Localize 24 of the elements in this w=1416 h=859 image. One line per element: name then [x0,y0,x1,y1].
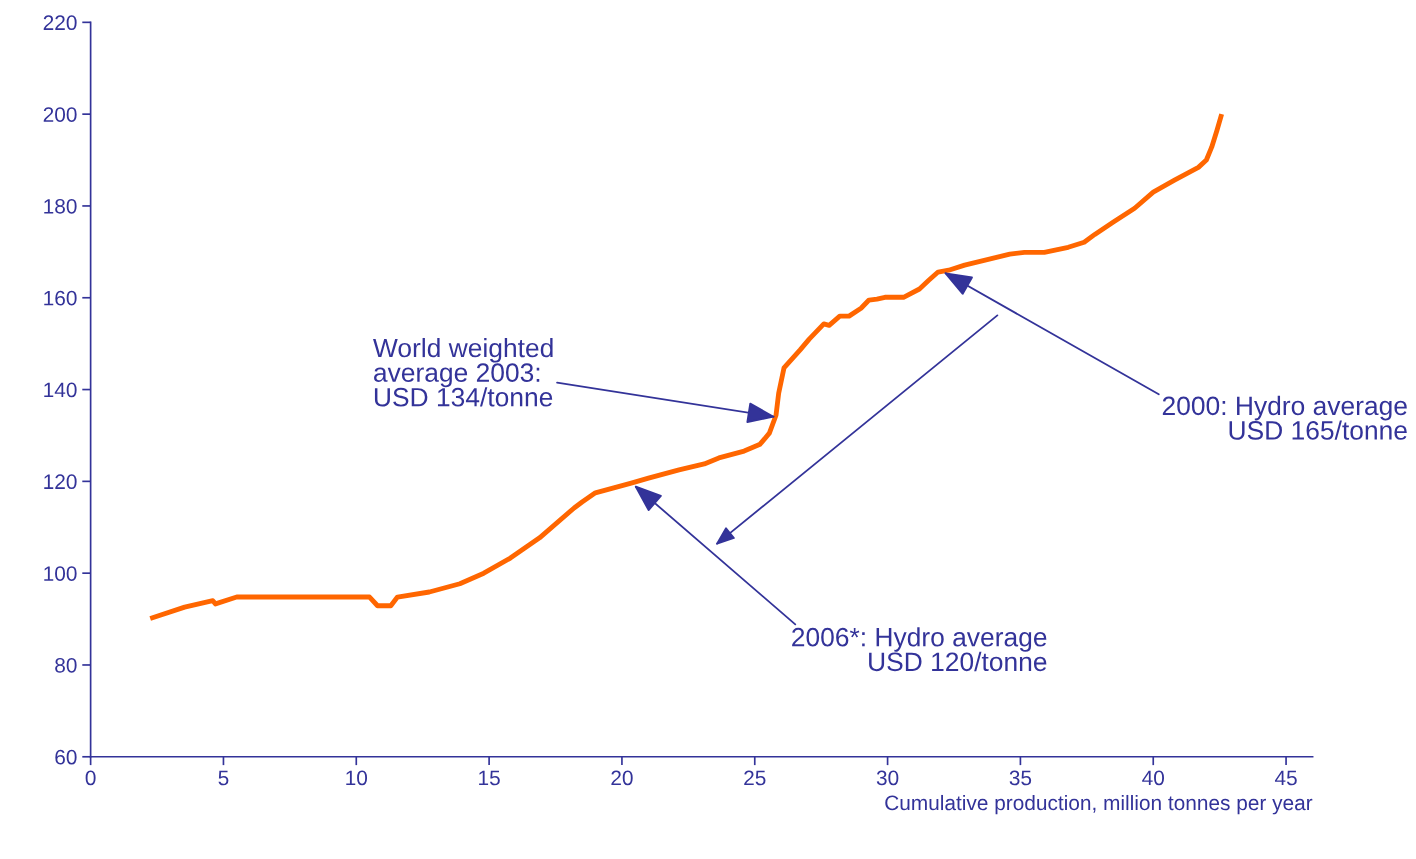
y-tick-label: 80 [55,657,77,673]
x-tick-label: 25 [744,770,766,786]
x-axis-title: Cumulative production, million tonnes per year [885,794,1313,815]
x-tick-label: 5 [218,770,229,786]
x-tick-label: 15 [479,770,500,786]
y-tick-label: 160 [44,290,77,306]
x-tick-label: 35 [1009,770,1032,786]
y-tick-label: 200 [43,107,77,122]
annotation: 2000: Hydro average USD 165/tonne [1162,395,1407,440]
annotation: World weighted average 2003: USD 134/tonne [373,337,553,407]
y-tick-label: 60 [55,749,77,765]
y-tick-label: 220 [43,15,77,31]
line-series [150,114,1224,621]
x-tick-label: 45 [1274,770,1297,786]
y-tick-label: 100 [44,566,77,581]
y-tick-label: 120 [44,474,77,490]
y-tick-label: 140 [44,382,77,398]
x-tick-label: 30 [876,770,899,786]
x-tick-label: 10 [346,770,368,786]
x-tick-label: 20 [611,770,633,786]
x-tick-label: 0 [85,770,96,786]
y-tick-label: 180 [44,198,77,214]
annotation: 2006*: Hydro average USD 120/tonne [792,627,1047,672]
x-tick-label: 40 [1142,770,1165,786]
